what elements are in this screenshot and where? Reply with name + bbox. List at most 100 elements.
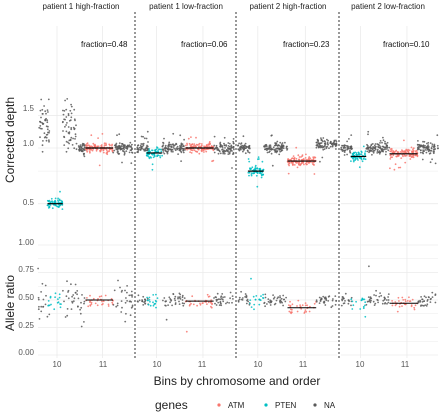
allele-point-pten xyxy=(262,293,264,296)
allele-point-atm xyxy=(188,304,191,307)
depth-point-pten xyxy=(360,151,363,154)
depth-point-atm xyxy=(411,156,414,158)
allele-point-pten xyxy=(258,298,261,301)
allele-point-atm xyxy=(185,330,188,333)
depth-point-na xyxy=(177,153,180,156)
depth-point-na xyxy=(333,140,336,142)
depth-point-na xyxy=(279,141,282,144)
depth-point-pten xyxy=(354,158,357,161)
depth-point-atm xyxy=(409,158,412,160)
allele-point-atm xyxy=(304,302,307,304)
depth-point-pten xyxy=(151,168,154,171)
depth-point-na xyxy=(43,132,46,135)
depth-point-na xyxy=(47,111,49,113)
allele-point-na xyxy=(74,283,77,286)
depth-point-na xyxy=(350,146,352,149)
allele-point-pten xyxy=(253,308,255,311)
allele-point-na xyxy=(383,298,386,301)
allele-point-na xyxy=(427,296,430,298)
depth-point-na xyxy=(232,146,235,148)
y-tick-depth-0: 0.5 xyxy=(23,198,35,207)
depth-point-na xyxy=(170,145,173,148)
depth-point-na xyxy=(71,144,74,146)
depth-point-na xyxy=(42,122,44,125)
allele-point-pten xyxy=(351,300,354,303)
depth-point-na xyxy=(80,146,82,148)
depth-point-pten xyxy=(146,154,148,157)
allele-point-pten xyxy=(359,308,362,310)
depth-point-atm xyxy=(102,149,105,152)
depth-point-atm xyxy=(293,164,296,166)
allele-point-na xyxy=(226,301,229,304)
allele-point-na xyxy=(279,295,281,297)
allele-point-na xyxy=(325,298,327,300)
allele-point-na xyxy=(112,304,115,306)
y-tick-allele-1: 0.25 xyxy=(18,321,34,330)
allele-point-na xyxy=(183,302,186,305)
allele-point-na xyxy=(215,304,218,306)
allele-point-na xyxy=(77,297,80,300)
allele-point-atm xyxy=(296,305,298,307)
depth-point-na xyxy=(116,151,119,154)
allele-point-pten xyxy=(364,304,366,307)
depth-point-na xyxy=(172,150,174,153)
allele-point-na xyxy=(327,300,330,302)
depth-point-na xyxy=(417,147,419,150)
depth-point-na xyxy=(161,148,164,151)
depth-point-atm xyxy=(207,143,210,146)
allele-point-atm xyxy=(408,296,410,299)
depth-point-na xyxy=(385,150,387,153)
depth-point-na xyxy=(227,142,230,144)
allele-point-atm xyxy=(86,297,88,299)
allele-point-na xyxy=(79,308,81,311)
depth-point-na xyxy=(46,128,49,131)
depth-point-atm xyxy=(297,154,300,157)
allele-point-na xyxy=(272,294,274,296)
depth-point-na xyxy=(280,143,283,146)
depth-point-na xyxy=(48,139,50,142)
depth-point-na xyxy=(315,141,318,144)
depth-point-atm xyxy=(111,144,113,147)
legend-title: genes xyxy=(155,398,188,412)
depth-point-atm xyxy=(402,150,405,153)
depth-point-pten xyxy=(57,199,59,202)
depth-point-na xyxy=(41,113,44,115)
depth-point-na xyxy=(326,138,328,141)
allele-point-pten xyxy=(58,296,61,299)
allele-point-na xyxy=(220,295,223,298)
allele-point-na xyxy=(126,300,128,302)
depth-point-pten xyxy=(248,160,251,163)
depth-point-atm xyxy=(406,149,408,152)
allele-point-na xyxy=(383,296,386,299)
allele-point-pten xyxy=(155,293,157,296)
depth-point-atm xyxy=(313,173,316,175)
depth-point-na xyxy=(128,151,131,154)
allele-point-na xyxy=(330,306,333,309)
depth-point-pten xyxy=(358,166,361,169)
allele-point-na xyxy=(375,294,377,297)
depth-point-pten xyxy=(148,148,151,150)
allele-point-atm xyxy=(300,307,303,310)
depth-point-na xyxy=(78,146,80,149)
depth-point-pten xyxy=(51,207,54,210)
allele-point-na xyxy=(130,294,133,297)
depth-point-atm xyxy=(401,149,403,152)
depth-point-na xyxy=(345,145,348,147)
depth-point-na xyxy=(82,149,84,152)
depth-point-atm xyxy=(106,153,109,156)
depth-point-atm xyxy=(208,141,211,143)
depth-point-na xyxy=(129,149,132,152)
depth-point-pten xyxy=(156,147,159,149)
depth-point-na xyxy=(341,144,343,147)
allele-point-na xyxy=(181,299,184,301)
depth-point-pten xyxy=(248,174,250,177)
depth-point-pten xyxy=(155,148,158,151)
fraction-label-1: fraction=0.48 xyxy=(81,40,128,49)
depth-point-na xyxy=(323,140,326,142)
depth-point-na xyxy=(83,147,86,149)
separator-layer xyxy=(134,12,340,360)
depth-point-pten xyxy=(362,145,365,148)
depth-point-na xyxy=(122,144,125,147)
depth-point-na xyxy=(146,130,149,133)
allele-point-na xyxy=(335,299,338,302)
